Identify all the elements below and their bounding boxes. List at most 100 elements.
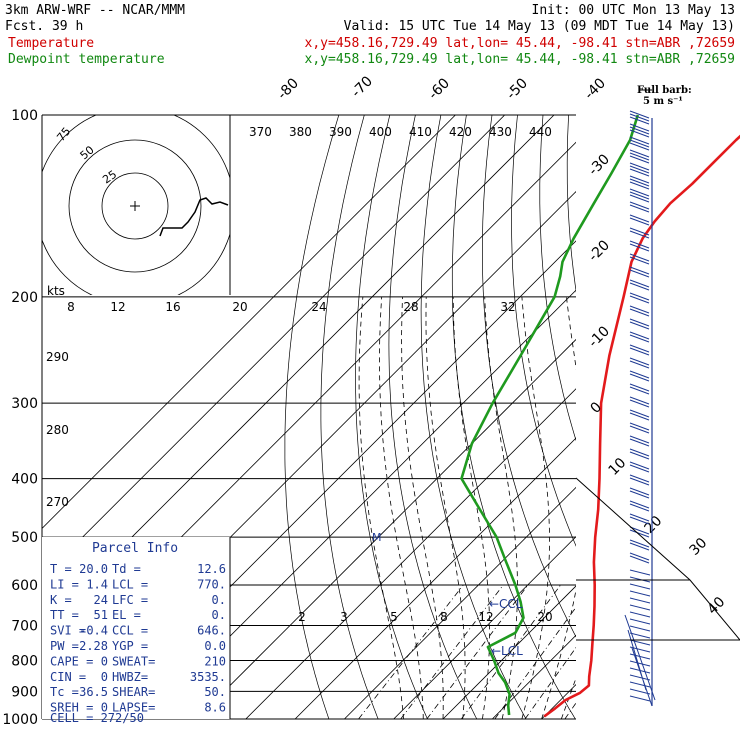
mixing-ratio-label: 8 bbox=[440, 610, 448, 624]
hodograph-speed-label: 20 bbox=[232, 300, 247, 314]
pressure-label: 400 bbox=[11, 472, 38, 488]
wind-barb bbox=[629, 155, 650, 164]
wind-barb bbox=[629, 552, 650, 561]
wind-barb bbox=[629, 597, 651, 604]
wind-barb bbox=[629, 357, 650, 366]
mixing-ratio-label: 3 bbox=[340, 610, 348, 624]
wind-barb bbox=[629, 632, 651, 639]
wind-barb bbox=[629, 529, 650, 538]
parcel-info-entry: SREH = bbox=[50, 701, 93, 715]
wind-barb bbox=[629, 422, 650, 431]
parcel-info-entry: LI = bbox=[50, 577, 79, 591]
parcel-info-entry: CIN = bbox=[50, 670, 86, 684]
moist-adiabat bbox=[601, 297, 740, 719]
wind-barb bbox=[629, 305, 650, 314]
wind-barb bbox=[629, 240, 650, 249]
hodograph-ring-label: 50 bbox=[78, 143, 97, 162]
wind-barb bbox=[629, 660, 651, 667]
wind-barb bbox=[629, 149, 650, 158]
mixing-ratio-line bbox=[461, 584, 561, 719]
isotherm bbox=[344, 486, 576, 719]
wind-barb bbox=[629, 123, 650, 132]
hodograph-ring-label: 25 bbox=[100, 168, 119, 187]
wind-barb bbox=[629, 318, 650, 327]
isotherm bbox=[42, 115, 456, 529]
parcel-cell: CELL = 272/50 bbox=[50, 711, 144, 725]
parcel-info-entry: 1.4 bbox=[86, 577, 108, 591]
isotherm bbox=[294, 437, 576, 719]
isotherm-label: 20 bbox=[642, 513, 666, 537]
wind-barb bbox=[629, 500, 650, 509]
wind-barb bbox=[629, 487, 650, 496]
parcel-info-entry: SVI = bbox=[50, 624, 86, 638]
wind-barb bbox=[629, 110, 650, 119]
wind-barb bbox=[629, 165, 650, 174]
model-title: 3km ARW-WRF -- NCAR/MMM bbox=[5, 3, 185, 18]
parcel-info-entry: 770. bbox=[197, 577, 226, 591]
dry-adiabat bbox=[671, 115, 740, 719]
theta-label: 440 bbox=[529, 125, 552, 139]
wind-barb bbox=[629, 230, 650, 239]
theta-label: 380 bbox=[289, 125, 312, 139]
wind-barb bbox=[629, 409, 650, 418]
wind-barb bbox=[629, 681, 651, 688]
parcel-info-entry: 51 bbox=[94, 608, 108, 622]
isotherm-label: 30 bbox=[687, 535, 711, 559]
parcel-info-title: Parcel Info bbox=[92, 541, 178, 556]
parcel-info-entry: 0. bbox=[212, 608, 226, 622]
hodograph-speed-label: 12 bbox=[110, 300, 125, 314]
mixing-ratio-label: 2 bbox=[298, 610, 306, 624]
theta-label: 280 bbox=[46, 423, 69, 437]
wind-barb bbox=[629, 129, 650, 138]
wind-barb bbox=[629, 490, 650, 499]
pressure-label: 500 bbox=[11, 530, 38, 546]
wind-barb bbox=[629, 113, 650, 122]
parcel-info-box: Parcel Info T = 20.0 Td = 12.6 LI = 1.4 LCL = 7… bbox=[42, 537, 231, 725]
wind-barb bbox=[629, 331, 650, 340]
temperature-legend: Temperature bbox=[8, 36, 94, 51]
wind-barb bbox=[629, 451, 650, 460]
hodograph-trace bbox=[159, 197, 229, 237]
wind-barb bbox=[629, 295, 650, 304]
theta-label: 430 bbox=[489, 125, 512, 139]
parcel-info-entry: 8.6 bbox=[204, 701, 226, 715]
wind-barb bbox=[629, 344, 650, 353]
wind-barb bbox=[629, 162, 650, 171]
isotherm bbox=[393, 536, 576, 719]
parcel-info-entry: LAPSE= bbox=[112, 701, 155, 715]
parcel-info-entry: YGP = bbox=[112, 639, 148, 653]
wind-barb bbox=[629, 360, 650, 369]
isotherm-label: 40 bbox=[705, 594, 729, 618]
parcel-info-entry: -0.4 bbox=[79, 624, 108, 638]
wind-barb bbox=[629, 611, 651, 618]
wind-barb bbox=[629, 292, 650, 301]
wind-barb bbox=[629, 503, 650, 512]
ccl-marker: ←CCL bbox=[489, 597, 523, 611]
moist-adiabat bbox=[452, 296, 491, 719]
mixing-ratio-line bbox=[358, 584, 464, 719]
moist-adiabat bbox=[401, 296, 444, 719]
isotherm-label: 10 bbox=[606, 455, 630, 479]
pressure-label: 300 bbox=[11, 396, 38, 412]
wind-barb bbox=[629, 243, 650, 252]
wind-barb bbox=[629, 269, 650, 278]
wind-barb bbox=[629, 464, 650, 473]
pressure-label: 900 bbox=[11, 684, 38, 700]
parcel-info-entry: 0 bbox=[101, 670, 108, 684]
hodograph-ring-label: 75 bbox=[54, 125, 73, 144]
parcel-info-entry: 50. bbox=[204, 685, 226, 699]
moist-adiabat bbox=[560, 676, 576, 719]
isotherm-label: -30 bbox=[586, 151, 613, 178]
dry-adiabat bbox=[451, 115, 576, 719]
theta-label: 400 bbox=[369, 125, 392, 139]
parcel-info-entry: Tc = bbox=[50, 685, 79, 699]
pressure-label: 1000 bbox=[2, 712, 38, 728]
moist-adiabat bbox=[521, 296, 550, 719]
parcel-info-entry: SWEAT= bbox=[112, 654, 155, 668]
parcel-info-entry: HWBZ= bbox=[112, 670, 148, 684]
wind-barb bbox=[629, 279, 650, 288]
wind-barb bbox=[629, 370, 650, 379]
wind-barb bbox=[629, 383, 650, 392]
wind-barb bbox=[629, 188, 650, 197]
wind-barb bbox=[629, 583, 651, 590]
